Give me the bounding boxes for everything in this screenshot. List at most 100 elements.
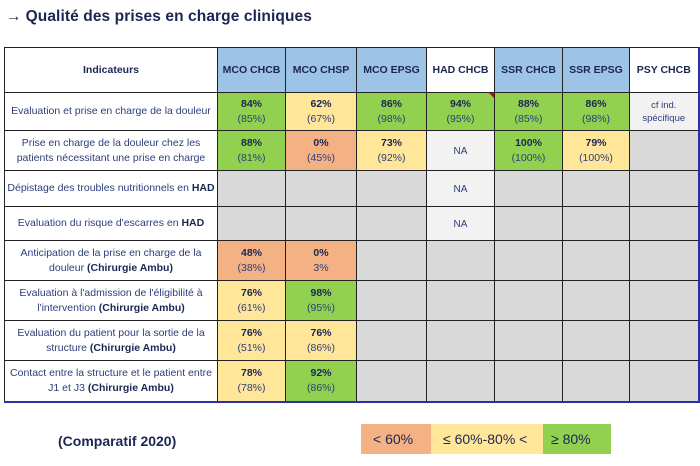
indicator-label: Prise en charge de la douleur chez les p…	[4, 130, 218, 171]
score-cell: 86% (98%)	[356, 92, 427, 131]
score-value: 94%	[449, 97, 471, 110]
score-value: 78%	[240, 366, 262, 379]
score-value: 73%	[380, 136, 402, 149]
title-text: Qualité des prises en charge cliniques	[25, 8, 312, 25]
score-cell: 86% (98%)	[562, 92, 630, 131]
score-value: 88%	[517, 97, 539, 110]
indicator-label: Evaluation du risque d'escarres en HAD	[4, 206, 218, 241]
score-previous: (85%)	[514, 112, 543, 125]
score-cell: 76% (51%)	[217, 320, 286, 361]
score-cell: 48% (38%)	[217, 240, 286, 281]
score-previous: (38%)	[237, 261, 266, 274]
note-line: cf ind.	[651, 99, 677, 111]
score-value: 84%	[240, 97, 262, 110]
score-value: 76%	[240, 286, 262, 299]
indicator-label: Dépistage des troubles nutritionnels en …	[4, 170, 218, 207]
indicator-label-scope: HAD	[181, 217, 205, 229]
not-applicable: NA	[453, 145, 468, 157]
score-value: 76%	[310, 326, 332, 339]
score-cell: NA	[426, 130, 495, 171]
indicator-label-text: Anticipation de la prise en charge de la…	[20, 246, 202, 274]
comment-indicator-icon[interactable]	[489, 93, 494, 98]
score-value: 76%	[240, 326, 262, 339]
indicator-label: Evaluation et prise en charge de la doul…	[4, 92, 218, 131]
score-value: 88%	[240, 136, 262, 149]
score-cell	[285, 170, 357, 207]
score-cell: 94% (95%)	[426, 92, 495, 131]
indicator-label-scope: (Chirurgie Ambu)	[98, 301, 185, 314]
indicator-label-text: Dépistage des troubles nutritionnels en	[7, 182, 192, 194]
score-cell	[562, 360, 630, 402]
score-cell	[494, 280, 563, 321]
score-previous: 3%	[313, 261, 329, 274]
score-previous: (86%)	[306, 381, 335, 394]
score-cell	[494, 320, 563, 361]
score-cell	[356, 240, 427, 281]
score-previous: (92%)	[377, 151, 406, 164]
score-previous: (95%)	[446, 112, 475, 125]
score-cell: 0% (45%)	[285, 130, 357, 171]
score-value: 98%	[310, 286, 332, 299]
score-cell: 78% (78%)	[217, 360, 286, 402]
score-cell	[356, 320, 427, 361]
score-previous: (100%)	[579, 151, 613, 164]
score-cell	[629, 240, 699, 281]
score-cell	[217, 170, 286, 207]
score-cell	[426, 240, 495, 281]
score-previous: (61%)	[237, 301, 266, 314]
score-cell	[629, 360, 699, 402]
score-cell	[494, 240, 563, 281]
legend-below-60: < 60%	[361, 424, 431, 454]
score-cell	[562, 206, 630, 241]
legend-above-80: ≥ 80%	[543, 424, 611, 454]
score-cell: 62% (67%)	[285, 92, 357, 131]
header-mco-epsg: MCO EPSG	[356, 47, 427, 93]
score-cell: 76% (86%)	[285, 320, 357, 361]
score-cell	[629, 280, 699, 321]
score-previous: (98%)	[581, 112, 610, 125]
indicator-label-scope: (Chirurgie Ambu)	[89, 341, 176, 354]
score-cell	[629, 130, 699, 171]
header-row: Indicateurs MCO CHCB MCO CHSP MCO EPSG H…	[4, 47, 699, 93]
score-previous: (85%)	[237, 112, 266, 125]
table-row: Dépistage des troubles nutritionnels en …	[4, 170, 699, 207]
score-cell	[356, 280, 427, 321]
score-cell: 98% (95%)	[285, 280, 357, 321]
header-indicators: Indicateurs	[4, 47, 218, 93]
note-line: spécifique	[642, 112, 686, 124]
header-psy-chcb: PSY CHCB	[629, 47, 699, 93]
table-row: Evaluation du risque d'escarres en HAD NA	[4, 206, 699, 241]
header-mco-chsp: MCO CHSP	[285, 47, 357, 93]
score-value: 86%	[585, 97, 607, 110]
score-cell: 88% (85%)	[494, 92, 563, 131]
comparison-footnote: (Comparatif 2020)	[58, 433, 177, 449]
score-previous: (100%)	[511, 151, 546, 164]
indicator-label: Anticipation de la prise en charge de la…	[4, 240, 218, 281]
indicator-label: Evaluation du patient pour la sortie de …	[4, 320, 218, 361]
indicator-label: Evaluation à l'admission de l'éligibilit…	[4, 280, 218, 321]
score-previous: (67%)	[306, 112, 335, 125]
score-cell	[494, 206, 563, 241]
score-cell: 84% (85%)	[217, 92, 286, 131]
score-cell: 100% (100%)	[494, 130, 563, 171]
score-value: 86%	[380, 97, 402, 110]
score-value: 100%	[515, 136, 542, 149]
arrow-right-icon: →	[6, 8, 22, 25]
score-cell	[629, 320, 699, 361]
score-cell: 88% (81%)	[217, 130, 286, 171]
table-row: Evaluation et prise en charge de la doul…	[4, 92, 699, 131]
score-cell	[629, 206, 699, 241]
score-value: 48%	[240, 246, 262, 259]
score-cell: 76% (61%)	[217, 280, 286, 321]
header-ssr-epsg: SSR EPSG	[562, 47, 630, 93]
table-row: Anticipation de la prise en charge de la…	[4, 240, 699, 281]
indicator-label-text: Evaluation du risque d'escarres en	[17, 217, 182, 229]
score-cell: cf ind. spécifique	[629, 92, 699, 131]
score-value: 62%	[310, 97, 332, 110]
score-value: 0%	[313, 136, 329, 149]
score-previous: (51%)	[237, 341, 266, 354]
color-legend: < 60% ≤ 60%-80% < ≥ 80%	[361, 424, 611, 454]
score-cell	[285, 206, 357, 241]
header-mco-chcb: MCO CHCB	[217, 47, 286, 93]
score-cell	[494, 360, 563, 402]
